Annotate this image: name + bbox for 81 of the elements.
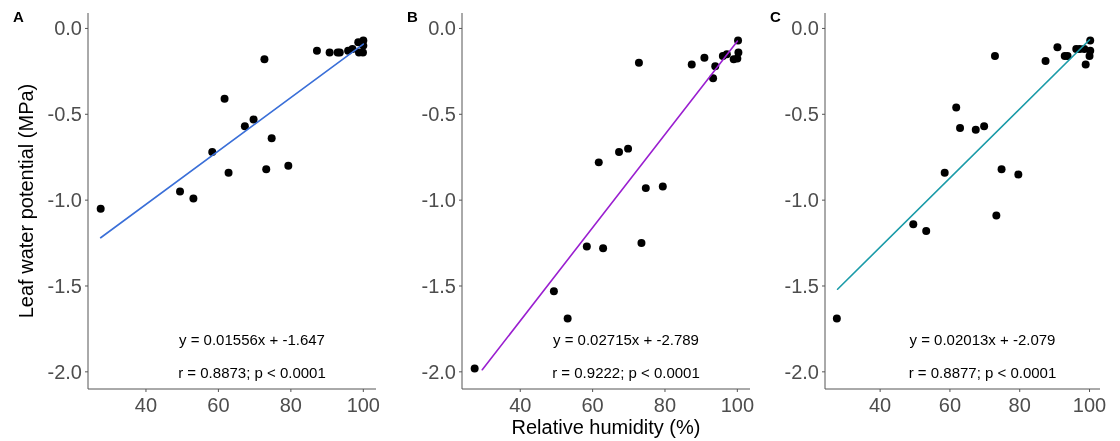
y-tick-label: -1.0 (784, 189, 819, 212)
point (700, 53, 709, 62)
x-tick-label: 100 (1072, 394, 1107, 416)
point (325, 48, 334, 57)
point (1053, 43, 1062, 52)
x-tick-label: 40 (509, 394, 532, 416)
point (189, 194, 198, 203)
x-tick-label: 100 (720, 394, 755, 416)
chart-title: C (770, 8, 781, 25)
y-tick-label: 0.0 (54, 17, 82, 40)
point (634, 58, 643, 67)
point (260, 55, 269, 64)
point (922, 227, 931, 236)
y-tick-label: -2.0 (784, 360, 819, 383)
point (956, 124, 965, 133)
point (262, 165, 271, 174)
annotation: r = 0.8873; p < 0.0001 (178, 364, 326, 381)
point (1041, 57, 1050, 66)
point (599, 244, 608, 253)
x-axis-title: Relative humidity (%) (511, 416, 701, 438)
y-tick-label: 0.0 (428, 17, 456, 40)
x-tick-label: 60 (581, 394, 604, 416)
annotation: y = 0.02715x + -2.789 (553, 331, 699, 348)
point (96, 204, 105, 213)
annotation: y = 0.02013x + -2.079 (909, 331, 1056, 348)
point (980, 122, 989, 131)
x-tick-label: 60 (207, 394, 230, 416)
point (594, 158, 603, 167)
y-tick-label: -2.0 (47, 360, 82, 383)
point (224, 168, 233, 177)
point (615, 148, 624, 157)
point (312, 46, 321, 55)
point (549, 287, 558, 296)
point (470, 364, 479, 373)
point (267, 134, 276, 143)
point (832, 314, 841, 323)
point (952, 103, 961, 112)
x-tick-label: 40 (134, 394, 158, 416)
x-tick-label: 60 (938, 394, 962, 416)
annotation: y = 0.01556x + -1.647 (179, 331, 325, 348)
y-axis-title: Leaf water potential (MPa) (15, 83, 37, 319)
y-tick-label: -0.5 (421, 103, 456, 126)
x-tick-label: 80 (279, 394, 302, 416)
point (240, 122, 249, 131)
annotation: r = 0.9222; p < 0.0001 (552, 364, 700, 381)
y-tick-label: -0.5 (47, 103, 82, 126)
annotation: r = 0.8877; p < 0.0001 (908, 364, 1057, 381)
x-tick-label: 100 (346, 394, 381, 416)
y-tick-label: -2.0 (421, 360, 456, 383)
y-tick-label: -1.5 (47, 274, 82, 297)
point (687, 60, 696, 69)
x-tick-label: 80 (653, 394, 677, 416)
point (971, 125, 980, 134)
point (220, 94, 229, 103)
y-tick-label: 0.0 (791, 17, 819, 40)
point (624, 144, 633, 153)
point (249, 115, 258, 124)
y-tick-label: -1.0 (421, 189, 456, 212)
point (641, 184, 650, 193)
y-tick-label: -0.5 (784, 103, 819, 126)
chart-title: A (13, 8, 24, 25)
point (909, 220, 918, 229)
point (176, 187, 184, 196)
point (582, 242, 591, 251)
x-tick-label: 80 (1008, 394, 1031, 416)
point (637, 239, 646, 248)
x-tick-label: 40 (869, 394, 892, 416)
y-tick-label: -1.5 (421, 274, 456, 297)
point (997, 165, 1006, 174)
y-tick-label: -1.5 (784, 274, 819, 297)
point (563, 314, 572, 323)
point (1081, 60, 1090, 69)
point (940, 168, 949, 177)
point (990, 51, 999, 60)
point (1014, 170, 1023, 179)
y-tick-label: -1.0 (47, 189, 82, 212)
chart-title: B (407, 8, 418, 25)
point (284, 161, 293, 170)
point (992, 211, 1001, 220)
point (733, 54, 742, 63)
point (658, 182, 667, 191)
